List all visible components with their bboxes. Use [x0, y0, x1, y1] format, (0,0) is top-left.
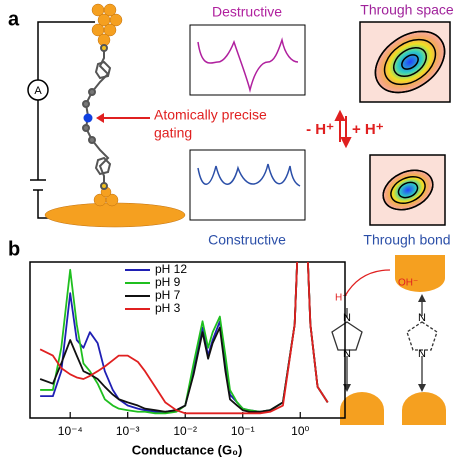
contour-bond — [369, 154, 446, 226]
constructive-box — [189, 149, 306, 221]
x-tick-label: 10⁻² — [173, 424, 197, 438]
n-label: N — [343, 348, 351, 360]
contour-space — [359, 21, 451, 103]
n-label: N — [418, 348, 426, 360]
arrow-head — [96, 113, 104, 123]
gating-text: Atomically precise — [154, 107, 267, 123]
h-label: H⁺ — [335, 293, 348, 304]
destructive-curve — [197, 37, 299, 93]
plus-h: + H⁺ — [352, 121, 384, 138]
destructive-box — [189, 24, 306, 96]
gating-text: gating — [154, 125, 192, 141]
legend-label: pH 3 — [155, 301, 181, 315]
panel-label: b — [8, 238, 20, 260]
minus-h: - H⁺ — [306, 121, 334, 138]
x-tick-label: 10⁻¹ — [231, 424, 255, 438]
through-space-title: Through space — [360, 2, 454, 18]
legend-label: pH 9 — [155, 275, 181, 289]
series-line — [39, 262, 329, 415]
oh-label: OH⁻ — [398, 278, 418, 289]
constructive-curve — [197, 163, 301, 187]
x-tick-label: 10⁰ — [291, 424, 309, 438]
x-tick-label: 10⁻⁴ — [58, 424, 83, 438]
constructive-title: Constructive — [208, 232, 286, 248]
x-axis-label: Conductance (G₀) — [132, 442, 243, 457]
plot-lines — [39, 262, 329, 415]
plot-frame — [29, 261, 346, 419]
destructive-title: Destructive — [212, 4, 282, 20]
legend-label: pH 12 — [155, 262, 187, 276]
ammeter-label: A — [34, 85, 42, 97]
scheme — [331, 255, 446, 425]
x-tick-label: 10⁻³ — [116, 424, 140, 438]
circuit — [27, 21, 95, 219]
molecule — [82, 44, 112, 190]
n-label: N — [343, 312, 351, 324]
ph-arrows — [334, 109, 352, 149]
electrodes — [44, 3, 186, 228]
n-label: N — [418, 312, 426, 324]
legend-label: pH 7 — [155, 288, 181, 302]
through-bond-title: Through bond — [363, 232, 450, 248]
panel-label: a — [8, 8, 20, 30]
